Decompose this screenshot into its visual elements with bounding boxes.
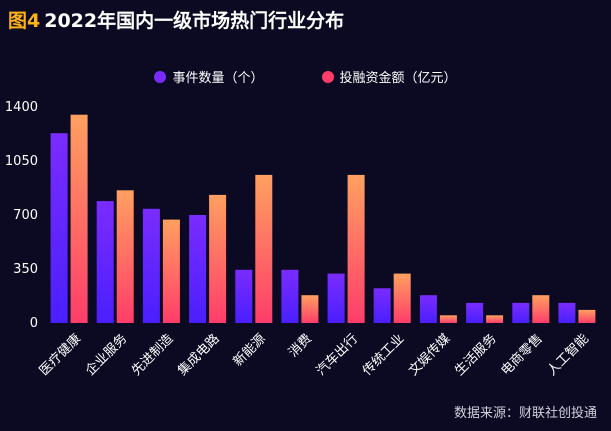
bar-events: [96, 201, 114, 323]
x-tick-label: 企业服务: [82, 331, 130, 379]
y-tick-label: 700: [13, 208, 38, 223]
y-tick-label: 350: [13, 262, 38, 277]
bar-events: [235, 269, 253, 323]
bar-events: [50, 133, 68, 323]
legend-item-events: 事件数量（个）: [154, 67, 264, 86]
bar-events: [419, 295, 437, 323]
x-tick-label: 文娱传媒: [406, 331, 453, 378]
bars: [50, 114, 596, 323]
bar-events: [466, 302, 484, 323]
bar-amount: [116, 190, 134, 323]
x-tick-label: 医疗健康: [36, 331, 84, 379]
legend-item-amount: 投融资金额（亿元）: [321, 67, 457, 86]
source-note: 数据来源：财联社创投通: [453, 406, 597, 421]
bar-amount: [393, 273, 411, 323]
bar-amount: [532, 295, 550, 323]
bar-events: [142, 208, 160, 323]
bar-amount: [439, 315, 457, 323]
bar-amount: [486, 315, 504, 323]
x-tick-label: 消费: [286, 331, 315, 360]
legend-swatch-events: [154, 70, 167, 83]
bar-amount: [301, 295, 319, 323]
y-tick-label: 1400: [5, 100, 38, 115]
x-tick-label: 集成电路: [175, 331, 223, 379]
bar-amount: [209, 194, 227, 323]
bar-events: [281, 269, 299, 323]
bar-events: [327, 273, 345, 323]
bar-amount: [162, 219, 180, 323]
legend: 事件数量（个） 投融资金额（亿元）: [0, 67, 611, 86]
bar-events: [512, 302, 530, 323]
legend-label-events: 事件数量（个）: [172, 71, 264, 86]
bar-amount: [70, 114, 88, 323]
x-tick-label: 传统工业: [360, 331, 407, 378]
x-tick-label: 生活服务: [452, 331, 500, 379]
bar-amount: [347, 174, 365, 323]
x-tick-label: 先进制造: [129, 331, 176, 378]
bar-amount: [255, 174, 273, 323]
x-tick-label: 电商零售: [498, 331, 546, 379]
bar-amount: [578, 309, 596, 323]
x-tick-label: 汽车出行: [313, 331, 361, 379]
x-tick-label: 人工智能: [545, 331, 592, 378]
y-tick-label: 1050: [5, 154, 38, 169]
y-axis: 0 350 700 1050 1400: [5, 100, 38, 331]
bar-events: [558, 302, 576, 323]
bar-events: [189, 215, 207, 323]
figure-label: 图4: [8, 10, 41, 32]
y-tick-label: 0: [30, 316, 38, 331]
legend-label-amount: 投融资金额（亿元）: [339, 71, 457, 86]
x-tick-label: 新能源: [230, 331, 269, 370]
legend-swatch-amount: [321, 70, 334, 83]
chart-title-text: 2022年国内一级市场热门行业分布: [44, 10, 345, 32]
chart-title: 图4 2022年国内一级市场热门行业分布: [8, 6, 344, 33]
bar-events: [373, 288, 391, 323]
